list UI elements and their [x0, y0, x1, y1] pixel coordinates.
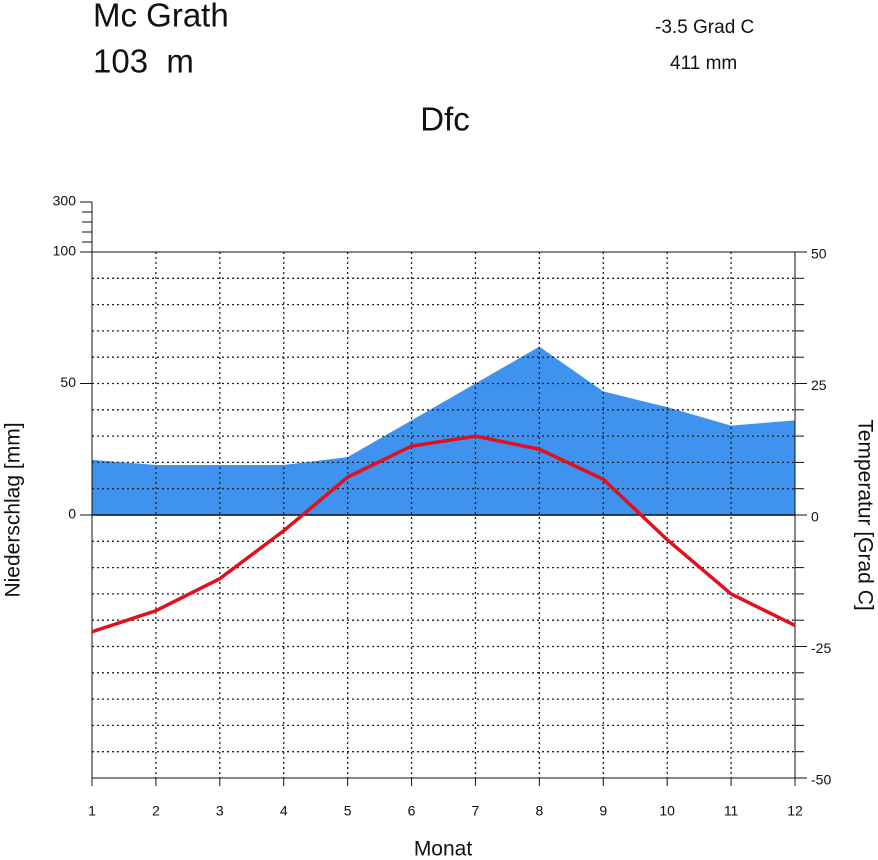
x-tick-label: 11	[724, 803, 739, 819]
y2-tick-label: -25	[811, 640, 831, 656]
y2-axis-label: Temperatur [Grad C]	[853, 419, 876, 610]
climate-class: Dfc	[420, 101, 470, 138]
x-tick-label: 1	[88, 803, 96, 819]
temperature-line	[91, 434, 796, 634]
annotation: -3.5 Grad C	[655, 17, 754, 38]
y-tick-label: 50	[60, 374, 76, 390]
x-tick-label: 8	[535, 803, 543, 819]
x-tick-label: 12	[787, 803, 803, 819]
x-tick-label: 9	[599, 803, 607, 819]
x-tick-label: 10	[659, 803, 675, 819]
x-tick-label: 3	[216, 803, 224, 819]
x-tick-label: 2	[152, 803, 160, 819]
annotation: 411 mm	[670, 53, 737, 74]
x-tick-label: 5	[344, 803, 352, 819]
precipitation-area	[92, 346, 795, 515]
y-axis-label: Niederschlag [mm]	[2, 422, 25, 597]
x-tick-label: 6	[408, 803, 416, 819]
y-tick-label: 300	[53, 193, 77, 209]
chart-subtitle: 103 m	[93, 43, 194, 80]
y2-tick-label: 50	[811, 246, 827, 262]
x-tick-label: 4	[280, 803, 288, 819]
y-tick-label: 0	[68, 506, 76, 522]
y2-tick-label: 25	[811, 377, 827, 393]
y-tick-label: 100	[53, 243, 77, 259]
x-tick-label: 7	[472, 803, 480, 819]
y2-tick-label: 0	[811, 509, 819, 525]
y2-tick-label: -50	[811, 772, 831, 788]
chart-title: Mc Grath	[93, 0, 229, 34]
x-axis-label: Monat	[414, 838, 473, 860]
